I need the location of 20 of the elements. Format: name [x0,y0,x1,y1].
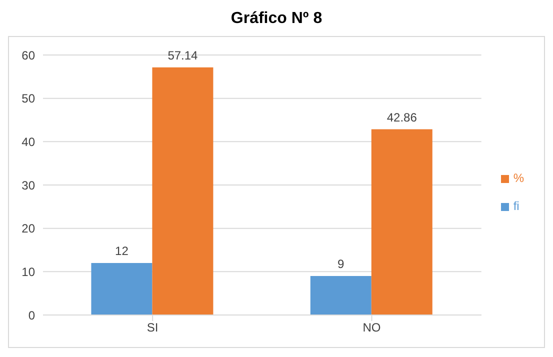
data-label: 9 [338,257,345,271]
legend-label: fi [513,199,520,213]
y-tick-label: 40 [22,134,36,149]
bar [310,276,372,315]
legend-label: % [513,171,524,185]
x-tick-label: NO [362,320,381,335]
x-tick-label: SI [146,320,158,335]
bar [371,129,432,315]
y-tick-label: 60 [22,48,36,62]
data-label: 42.86 [386,110,418,124]
data-label: 12 [115,244,129,258]
bar [91,263,152,315]
y-tick-label: 50 [22,92,36,106]
chart-title: Gráfico Nº 8 [230,9,324,29]
y-tick-label: 30 [22,178,36,192]
data-label: 57.14 [168,48,198,62]
y-tick-label: 20 [22,222,36,236]
y-tick-label: 0 [28,308,36,322]
y-tick-label: 10 [22,264,36,279]
bar [152,67,214,315]
